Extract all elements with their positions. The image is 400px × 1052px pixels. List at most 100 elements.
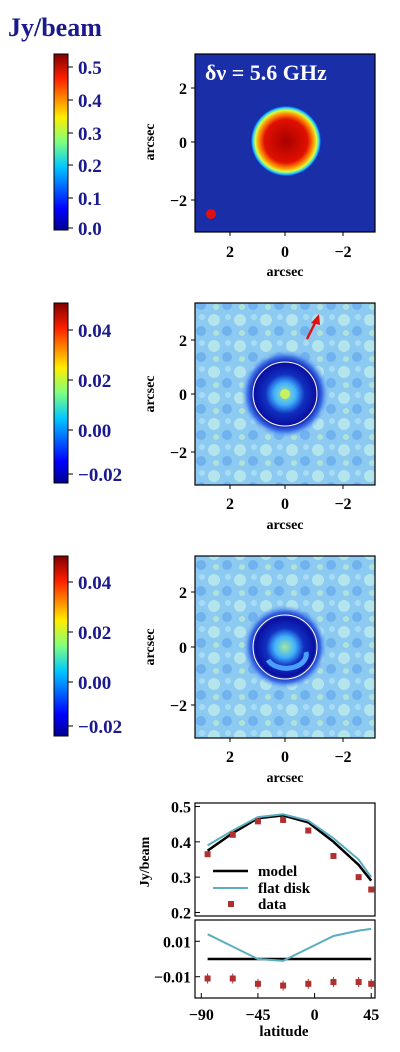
residual-chart: 0.01 −0.01 −90 −45 0 45 latitude: [154, 919, 379, 1040]
data-point: [368, 886, 375, 893]
y-tick-label: 2: [179, 333, 187, 350]
map-2-axes: 2 0 −2 2 0 −2: [170, 333, 352, 513]
y-tick-label: 0: [179, 387, 187, 404]
map-3-axes: 2 0 −2 2 0 −2: [170, 585, 352, 766]
map-2-disk-outline: [252, 361, 318, 427]
map-3-inner-arc: [265, 651, 309, 671]
colorbar-tick-label: 0.00: [78, 673, 111, 694]
colorbar-2: [53, 302, 69, 484]
y-tick-label: 0.4: [171, 835, 191, 852]
x-tick-label: 2: [226, 244, 234, 261]
x-tick-label: 0: [281, 244, 289, 261]
y-tick-label: 0.01: [163, 934, 191, 951]
y-tick-label: 0.3: [171, 870, 191, 887]
data-point: [330, 852, 337, 859]
map-1-axes: 2 0 −2 2 0 −2: [170, 81, 352, 261]
y-tick-label: 0.2: [171, 905, 191, 922]
y-tick-label: −2: [170, 698, 187, 715]
series-line-flat-disk: [207, 927, 372, 962]
data-point: [254, 980, 261, 987]
red-arrow-head: [311, 314, 320, 325]
colorbar-tick-label: 0.2: [78, 156, 102, 177]
x-tick-label: 45: [363, 1007, 379, 1024]
colorbar-tick-label: −0.02: [78, 717, 122, 738]
data-point: [368, 980, 375, 987]
residual-chart-xlabel: latitude: [259, 1024, 309, 1040]
map-3-xlabel: arcsec: [266, 771, 303, 786]
data-point: [330, 979, 337, 986]
map-2-center-spot: [280, 389, 290, 399]
map-3-disk-outline: [252, 614, 318, 680]
colorbar-tick-label: 0.04: [78, 321, 112, 342]
x-tick-label: 0: [281, 496, 289, 513]
colorbar-tick-label: 0.1: [78, 189, 102, 210]
colorbar-tick-label: 0.4: [78, 91, 102, 112]
legend-data-swatch: [228, 901, 234, 907]
colorbar-tick-label: 0.02: [78, 371, 111, 392]
data-point: [254, 818, 261, 825]
data-point: [204, 975, 211, 982]
map-2-xlabel: arcsec: [266, 518, 303, 533]
beam-marker: [206, 209, 216, 219]
data-point: [305, 827, 312, 834]
legend-data-label: data: [258, 897, 287, 913]
y-tick-label: 2: [179, 81, 187, 98]
y-tick-label: 0: [179, 640, 187, 657]
series-line-flat-disk: [207, 813, 373, 878]
colorbar-tick-label: 0.3: [78, 124, 102, 145]
legend-model-label: model: [258, 864, 297, 880]
data-point: [204, 851, 211, 858]
colorbar-3: [53, 555, 69, 737]
x-tick-label: −2: [334, 244, 351, 261]
residual-plot-area: 0.01 −0.01 −90 −45 0 45: [154, 927, 379, 1024]
map-1-ylabel: arcsec: [143, 123, 158, 160]
x-tick-label: −45: [245, 1007, 270, 1024]
data-point: [280, 816, 287, 823]
y-tick-label: 2: [179, 585, 187, 602]
colorbar-tick-label: 0.0: [78, 219, 102, 240]
x-tick-label: 2: [226, 749, 234, 766]
map-3-ylabel: arcsec: [143, 628, 158, 665]
x-tick-label: 0: [281, 749, 289, 766]
x-tick-label: −2: [334, 496, 351, 513]
x-tick-label: 0: [311, 1007, 319, 1024]
y-tick-label: −2: [170, 193, 187, 210]
profile-chart: 0.5 0.4 0.3 0.2 Jy/beam model flat disk dat…: [138, 800, 376, 922]
data-point: [305, 980, 312, 987]
profile-chart-ylabel: Jy/beam: [138, 836, 153, 887]
panel-3: 0.04 0.02 0.00 −0.02 2 0 −2 2 0 −2 arcsec arcsec: [53, 555, 376, 786]
profile-plot-area: 0.5 0.4 0.3 0.2: [171, 800, 375, 922]
map-1-xlabel: arcsec: [266, 265, 303, 280]
figure-title: Jy/beam: [8, 13, 102, 42]
colorbar-tick-label: 0.04: [78, 573, 112, 594]
data-point: [355, 874, 362, 881]
series-line-model: [206, 814, 373, 882]
legend: model flat disk data: [213, 864, 311, 913]
map-3-residual-ring: [243, 605, 327, 689]
frequency-annotation: δν = 5.6 GHz: [205, 60, 327, 85]
panel-2: 0.04 0.02 0.00 −0.02 2 0 −2 2 0 −2 arcsec arcsec: [53, 302, 376, 533]
colorbar-1-ticks: 0.5 0.4 0.3 0.2 0.1 0.0: [68, 58, 102, 240]
x-tick-label: −2: [334, 749, 351, 766]
map-2-ylabel: arcsec: [143, 375, 158, 412]
colorbar-tick-label: −0.02: [78, 465, 122, 486]
x-tick-label: 2: [226, 496, 234, 513]
colorbar-tick-label: 0.5: [78, 58, 102, 79]
colorbar-tick-label: 0.00: [78, 421, 111, 442]
y-tick-label: −2: [170, 445, 187, 462]
colorbar-tick-label: 0.02: [78, 623, 111, 644]
y-tick-label: 0: [179, 135, 187, 152]
map-1-planet-disk: [251, 106, 321, 176]
colorbar-3-ticks: 0.04 0.02 0.00 −0.02: [68, 573, 122, 738]
x-tick-label: −90: [189, 1007, 214, 1024]
y-tick-label: 0.5: [171, 800, 191, 817]
data-point: [280, 982, 287, 989]
y-tick-label: −0.01: [154, 970, 191, 987]
panel-1: 0.5 0.4 0.3 0.2 0.1 0.0 δν = 5.6 GHz 2 0 −2 2 0 −2…: [53, 53, 376, 280]
colorbar-2-ticks: 0.04 0.02 0.00 −0.02: [68, 321, 122, 486]
data-point: [229, 975, 236, 982]
data-point: [355, 979, 362, 986]
colorbar-1: [53, 53, 69, 231]
data-point: [229, 831, 236, 838]
